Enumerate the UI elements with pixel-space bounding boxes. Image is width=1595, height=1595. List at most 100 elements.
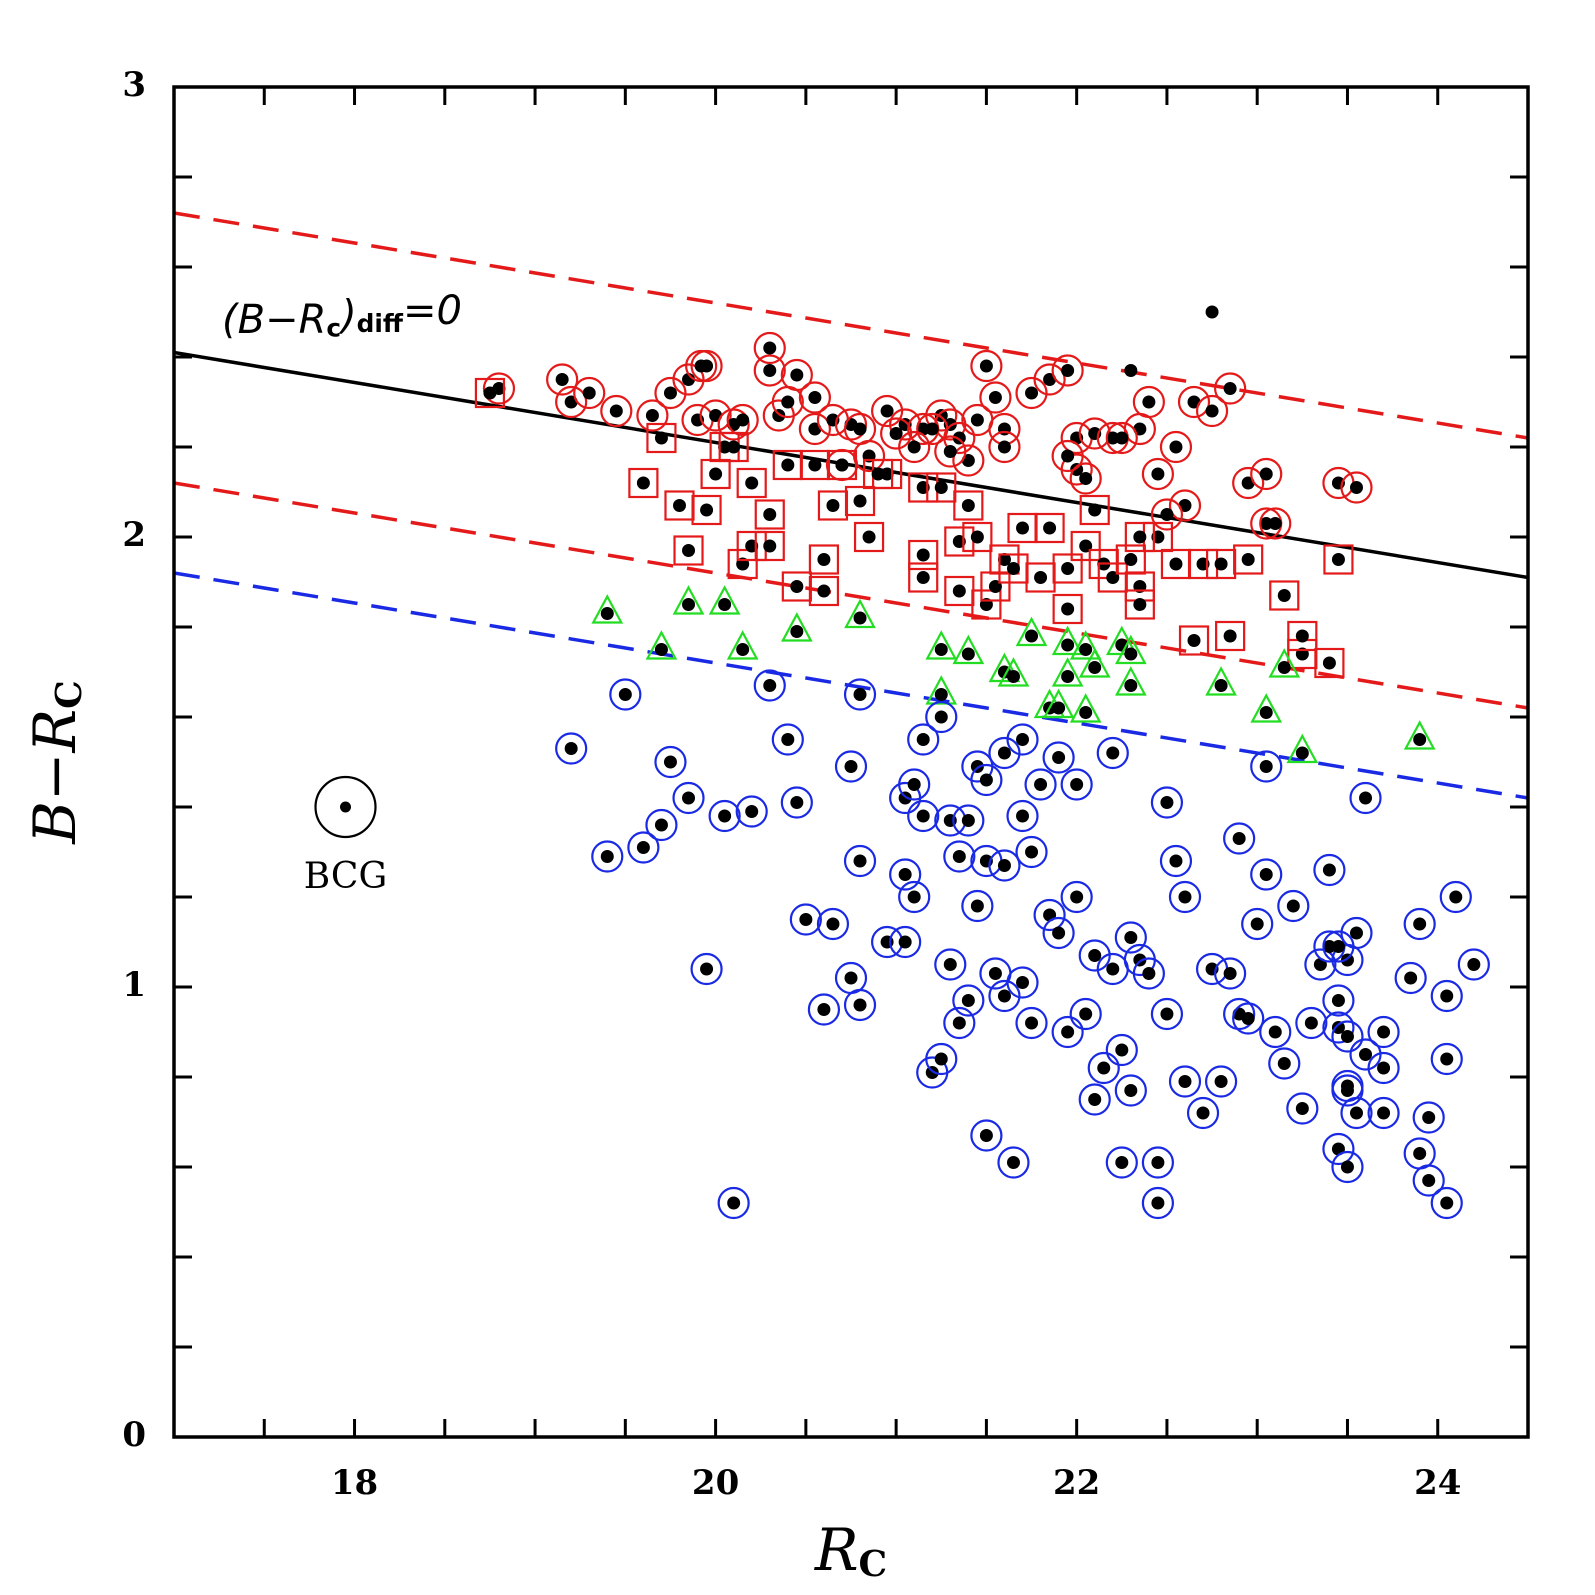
marker [889,925,922,959]
marker [1259,1015,1292,1049]
point [952,984,985,1017]
marker [1069,693,1102,723]
dot [1133,598,1147,611]
point [754,530,785,562]
marker [1214,372,1247,405]
marker [979,381,1012,414]
point [853,521,885,553]
dot [1377,1106,1391,1120]
marker [1223,997,1256,1031]
point [1430,1042,1463,1076]
point [474,377,506,409]
dot [934,481,948,494]
point [844,598,876,629]
trend-line [174,571,1528,800]
marker [1186,1096,1220,1130]
dot [1088,503,1102,517]
dot [1142,967,1156,980]
dot [700,962,714,976]
marker [1314,647,1345,679]
point [1403,907,1436,941]
point [1105,1033,1138,1067]
marker [1124,521,1155,553]
marker [1042,741,1075,774]
dot [763,508,777,521]
point [1331,1020,1364,1053]
dot [1142,395,1156,409]
dot [934,688,948,701]
marker [816,907,850,941]
point [1025,562,1056,593]
marker [1034,512,1065,544]
dot [826,499,840,512]
trend-line [174,350,1528,580]
dot [970,530,984,544]
marker [1051,625,1084,656]
dot [853,611,867,625]
dot [880,404,894,418]
marker [1367,1015,1400,1049]
dot [853,494,867,508]
marker [1295,1006,1328,1040]
marker [1132,957,1165,990]
point [718,431,749,463]
dot [1169,557,1183,571]
point [826,449,858,481]
dot [1277,589,1291,602]
marker [1412,1101,1445,1134]
point [1078,417,1111,450]
point [1268,648,1301,678]
point [726,403,759,437]
dot [1169,854,1183,868]
marker [1349,1038,1382,1071]
dot [1025,845,1039,859]
marker [1006,723,1039,756]
dot [1359,791,1373,805]
marker [1403,720,1436,750]
marker [952,634,985,665]
point [1286,733,1319,764]
point [1269,580,1300,611]
point [807,993,841,1026]
marker [754,530,785,562]
dot [483,386,497,400]
dot [1404,971,1418,985]
dot [934,643,948,656]
marker [908,562,939,593]
point [1115,544,1146,575]
point [672,363,705,396]
dot [555,373,569,386]
point [736,530,767,562]
point [1403,720,1436,750]
marker [988,979,1021,1013]
dot [898,935,912,949]
dot [1232,832,1246,845]
point [1042,741,1075,774]
point [573,376,606,410]
marker [555,732,588,765]
point [1079,494,1110,526]
marker [943,840,976,873]
marker [1287,620,1318,652]
dot [1359,1048,1373,1061]
marker [898,880,931,914]
dot [1295,746,1309,760]
marker [753,354,786,387]
dot [1304,1016,1318,1030]
point [1187,548,1219,580]
dot [979,1129,993,1142]
marker [1177,385,1211,419]
marker [1232,466,1265,500]
dot [1413,917,1427,931]
point [1250,750,1283,783]
marker [1178,625,1210,656]
point [1322,1011,1355,1044]
bcg-marker [314,775,377,839]
point [843,844,877,878]
marker [1079,494,1110,526]
dot [781,395,795,409]
dot [889,427,903,440]
marker [1439,880,1472,914]
dot [1106,962,1120,976]
marker [1150,997,1184,1031]
